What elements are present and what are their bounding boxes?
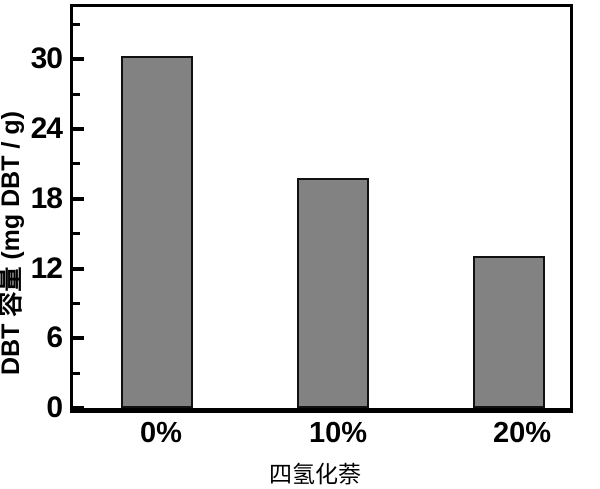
y-major-tick	[73, 57, 84, 62]
y-minor-tick	[73, 232, 80, 236]
y-major-tick	[73, 196, 84, 201]
y-major-tick	[73, 127, 84, 131]
x-tick-label-10%: 10%	[308, 417, 368, 449]
plot-area	[70, 4, 573, 413]
y-minor-tick	[73, 92, 80, 96]
y-minor-tick	[73, 371, 80, 375]
y-minor-tick	[73, 301, 80, 305]
y-major-tick	[73, 336, 84, 341]
bar-10%	[297, 177, 369, 408]
x-axis-label: 四氢化萘	[269, 461, 361, 487]
y-tick-label-6: 6	[46, 321, 63, 355]
y-tick-label-30: 30	[30, 42, 63, 76]
y-tick-label-18: 18	[30, 181, 63, 215]
y-minor-tick	[73, 162, 80, 166]
y-major-tick	[73, 266, 84, 271]
y-tick-label-24: 24	[30, 112, 63, 145]
x-tick-label-0%: 0%	[140, 417, 182, 449]
y-tick-label-0: 0	[46, 391, 63, 424]
y-major-tick	[73, 406, 84, 410]
bar-20%	[473, 255, 545, 408]
y-tick-label-12: 12	[30, 251, 63, 285]
x-tick-label-20%: 20%	[492, 417, 552, 449]
bar-0%	[121, 55, 193, 408]
y-minor-tick	[73, 22, 80, 26]
